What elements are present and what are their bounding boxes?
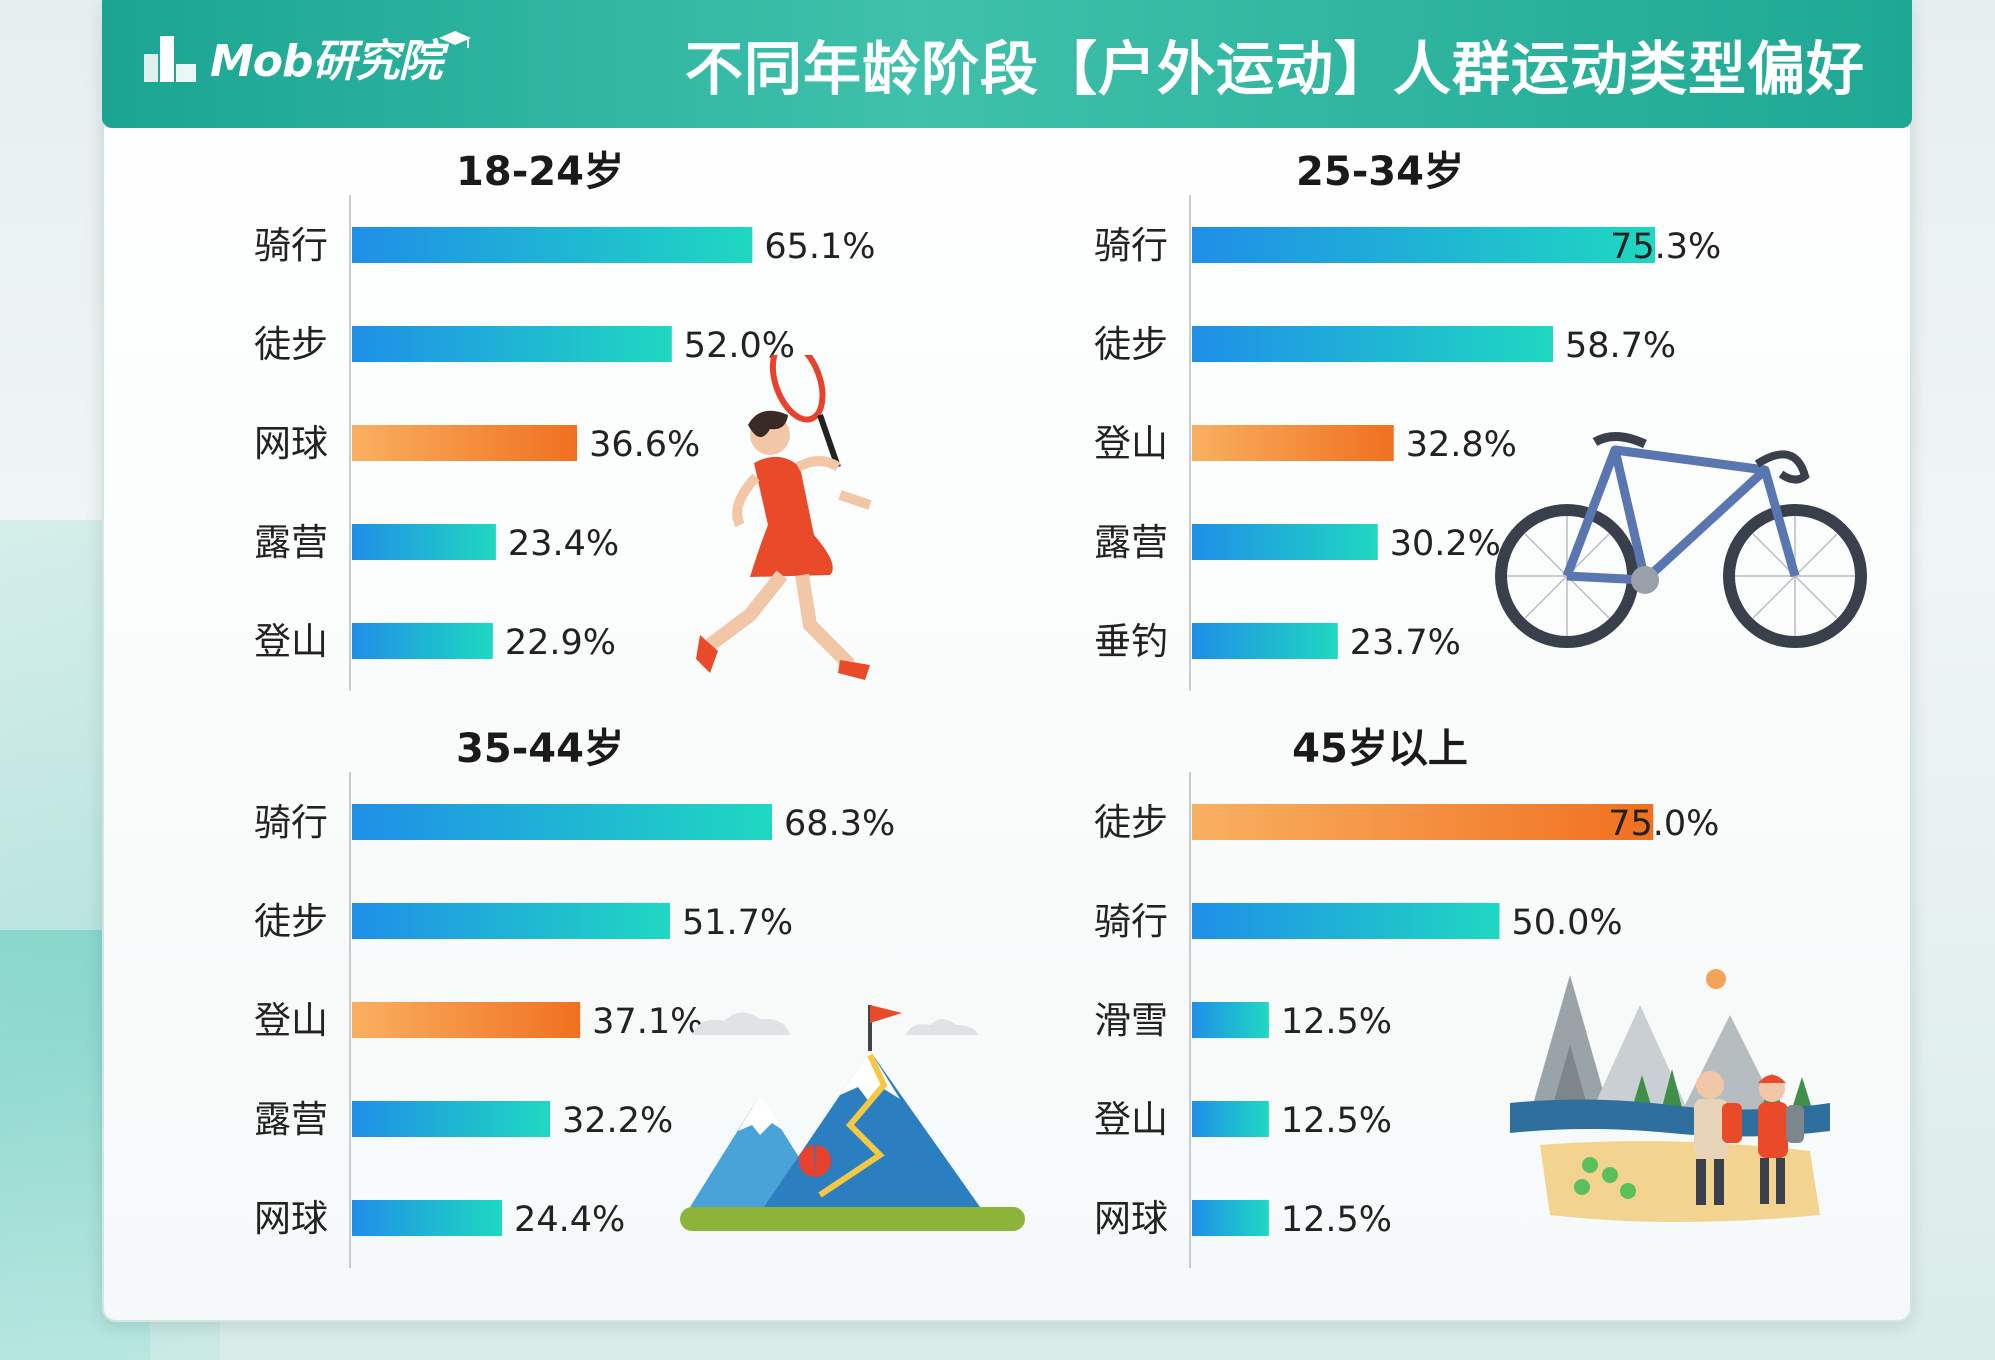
value-label: 24.4% <box>514 1200 625 1240</box>
chart-35-44: 35-44岁骑行 68.3% 徒步 51.7% 登山 37.1% 露营 32.2% 网球 24.4… <box>220 717 980 1277</box>
category-label: 网球 <box>254 422 328 465</box>
category-label: 骑行 <box>254 224 328 267</box>
chart-18-24: 18-24岁 骑行 65.1% 徒步 52.0% 网球 36.6% 露营 23.4% 登山 22.9… <box>220 140 980 700</box>
graduation-cap-icon <box>438 31 471 48</box>
bar <box>352 425 578 461</box>
bar <box>352 804 773 840</box>
category-label: 登山 <box>254 999 328 1042</box>
bar <box>1192 425 1394 461</box>
bar <box>352 326 672 362</box>
value-label: 58.7% <box>1565 326 1676 366</box>
value-label: 68.3% <box>784 804 895 844</box>
value-label: 12.5% <box>1281 1200 1392 1240</box>
chart-45-plus: 45岁以上徒步 75.0% 骑行 50.0% 滑雪 12.5% 登山 12.5% 网球 12.5% <box>1060 717 1820 1277</box>
category-label: 露营 <box>254 521 328 564</box>
value-label: 51.7% <box>682 903 793 943</box>
logo-building-icon <box>144 36 196 82</box>
category-label: 骑行 <box>254 801 328 844</box>
bar <box>1192 227 1656 263</box>
value-label: 36.6% <box>589 425 700 465</box>
category-label: 登山 <box>1094 422 1168 465</box>
bar <box>1192 326 1554 362</box>
category-label: 徒步 <box>254 900 328 943</box>
value-label: 32.8% <box>1406 425 1517 465</box>
category-label: 露营 <box>254 1098 328 1141</box>
bar <box>352 1101 551 1137</box>
bar <box>1192 1002 1269 1038</box>
chart-title: 45岁以上 <box>1292 726 1468 772</box>
page-title: 不同年龄阶段【户外运动】人群运动类型偏好 <box>684 35 1865 103</box>
hikers-landscape-icon <box>1510 969 1830 1222</box>
bar <box>352 623 493 659</box>
value-label: 30.2% <box>1390 524 1501 564</box>
value-label: 23.4% <box>508 524 619 564</box>
bar <box>352 227 753 263</box>
chart-title: 25-34岁 <box>1296 149 1464 195</box>
logo-text: Mob研究院 <box>210 36 443 87</box>
bar <box>352 1200 503 1236</box>
bar <box>352 524 496 560</box>
bar <box>1192 804 1654 840</box>
bar <box>352 1002 581 1038</box>
category-label: 网球 <box>1094 1197 1168 1240</box>
category-label: 登山 <box>254 620 328 663</box>
tennis-player-icon <box>696 355 872 680</box>
category-label: 骑行 <box>1094 224 1168 267</box>
bar <box>1192 623 1338 659</box>
bar <box>1192 903 1500 939</box>
category-label: 登山 <box>1094 1098 1168 1141</box>
chart-title: 35-44岁 <box>456 726 624 772</box>
value-label: 75.3% <box>1610 227 1721 267</box>
bar <box>352 903 670 939</box>
value-label: 32.2% <box>562 1101 673 1141</box>
value-label: 65.1% <box>764 227 875 267</box>
category-label: 垂钓 <box>1094 620 1168 663</box>
bicycle-icon <box>1495 432 1867 648</box>
category-label: 徒步 <box>1094 801 1168 844</box>
bar <box>1192 524 1378 560</box>
value-label: 22.9% <box>505 623 616 663</box>
category-label: 网球 <box>254 1197 328 1240</box>
category-label: 骑行 <box>1094 900 1168 943</box>
mountain-flag-icon <box>680 1005 1025 1231</box>
chart-title: 18-24岁 <box>456 149 624 195</box>
value-label: 23.7% <box>1350 623 1461 663</box>
header-bar <box>102 0 1912 128</box>
bar <box>1192 1101 1269 1137</box>
category-label: 徒步 <box>1094 323 1168 366</box>
chart-25-34: 25-34岁骑行 75.3% 徒步 58.7% 登山 32.8% 露营 30.2% 垂钓 23.7… <box>1060 140 1820 700</box>
category-label: 滑雪 <box>1094 999 1168 1042</box>
value-label: 37.1% <box>592 1002 703 1042</box>
logo: Mob研究院 <box>142 22 472 92</box>
value-label: 12.5% <box>1281 1002 1392 1042</box>
value-label: 12.5% <box>1281 1101 1392 1141</box>
value-label: 50.0% <box>1512 903 1623 943</box>
category-label: 徒步 <box>254 323 328 366</box>
value-label: 75.0% <box>1608 804 1719 844</box>
category-label: 露营 <box>1094 521 1168 564</box>
bar <box>1192 1200 1269 1236</box>
